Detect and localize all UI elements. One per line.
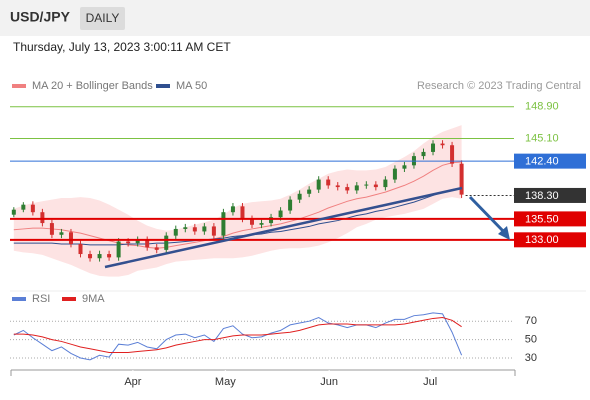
level-label: 142.40: [525, 156, 559, 168]
level-label: 135.50: [525, 213, 559, 225]
candle-body: [440, 143, 445, 146]
candle-body: [269, 217, 274, 224]
legend-swatch: [12, 297, 26, 301]
candle-body: [145, 239, 150, 248]
candle-body: [59, 232, 64, 235]
candle-body: [183, 227, 188, 229]
level-box: [514, 211, 586, 227]
period-label[interactable]: DAILY: [86, 11, 120, 25]
candle-body: [11, 209, 16, 215]
legend-swatch: [156, 84, 170, 88]
candle-body: [107, 254, 112, 258]
legend-swatch: [62, 297, 76, 301]
rsi-tick-label: 50: [525, 334, 537, 346]
candle-body: [307, 189, 312, 194]
candle-body: [30, 204, 35, 213]
rsi-tick-label: 30: [525, 352, 537, 364]
candle-body: [354, 185, 359, 191]
level-label: 138.30: [525, 190, 559, 202]
candle-body: [335, 185, 340, 188]
candle-body: [97, 254, 102, 259]
bollinger-band: [13, 125, 462, 277]
x-tick-label: Apr: [124, 376, 141, 388]
timestamp: Thursday, July 13, 2023 3:00:11 AM CET: [13, 40, 231, 54]
candle-body: [288, 199, 293, 211]
candle-body: [402, 165, 407, 169]
candle-body: [68, 232, 73, 245]
level-box: [514, 187, 586, 203]
candle-body: [383, 179, 388, 188]
price-plot: 148.90 145.10 142.40 138.30 135.50 133.00: [10, 101, 586, 277]
x-tick-label: Jun: [320, 376, 338, 388]
candle-body: [392, 168, 397, 180]
candle-body: [249, 218, 254, 225]
forecast-arrowhead: [498, 226, 510, 240]
candle-body: [421, 151, 426, 157]
candle-body: [316, 179, 321, 190]
candle-body: [459, 163, 464, 195]
candle-body: [202, 226, 207, 232]
legend-label: MA 50: [176, 80, 207, 92]
candle-body: [326, 179, 331, 186]
candle-body: [240, 206, 245, 219]
candle-body: [164, 235, 169, 250]
credit: Research © 2023 Trading Central: [417, 80, 581, 92]
symbol: USD/JPY: [10, 9, 71, 25]
level-box: [514, 232, 586, 248]
trend-line: [104, 186, 463, 269]
level-label: 133.00: [525, 234, 559, 246]
candle-body: [221, 212, 226, 236]
plot-area: [13, 125, 462, 277]
period-button[interactable]: [80, 7, 125, 30]
candle-body: [126, 241, 131, 244]
rsi-tick-label: 70: [525, 315, 537, 327]
x-tick-label: Jul: [423, 376, 437, 388]
candle-body: [173, 228, 178, 236]
level-label: 148.90: [525, 101, 559, 113]
forecast-arrow: [468, 195, 507, 235]
candle-body: [154, 247, 159, 250]
candle-body: [49, 223, 54, 235]
line: [13, 187, 462, 246]
candle-body: [431, 143, 436, 152]
candle-body: [40, 212, 45, 224]
candle-body: [259, 223, 264, 225]
candle-body: [116, 241, 121, 258]
candle-body: [450, 145, 455, 164]
candle-body: [345, 187, 350, 191]
candle-body: [78, 244, 83, 255]
candle-body: [192, 227, 197, 232]
line: [13, 317, 462, 353]
candle-body: [364, 184, 369, 186]
legend-label: 9MA: [82, 293, 105, 305]
level-box: [514, 153, 586, 169]
candle-body: [21, 204, 26, 210]
level-label: 145.10: [525, 132, 559, 144]
candle-body: [230, 206, 235, 213]
candle-body: [211, 226, 216, 236]
x-tick-label: May: [215, 376, 236, 388]
line: [13, 312, 463, 361]
candle-body: [88, 254, 93, 259]
candle-body: [135, 239, 140, 244]
legend-swatch: [12, 84, 26, 88]
line: [13, 161, 462, 249]
candle-body: [278, 210, 283, 218]
candle-body: [297, 193, 302, 200]
candle-body: [373, 184, 378, 188]
legend-label: RSI: [32, 293, 50, 305]
legend-label: MA 20 + Bollinger Bands: [32, 80, 153, 92]
